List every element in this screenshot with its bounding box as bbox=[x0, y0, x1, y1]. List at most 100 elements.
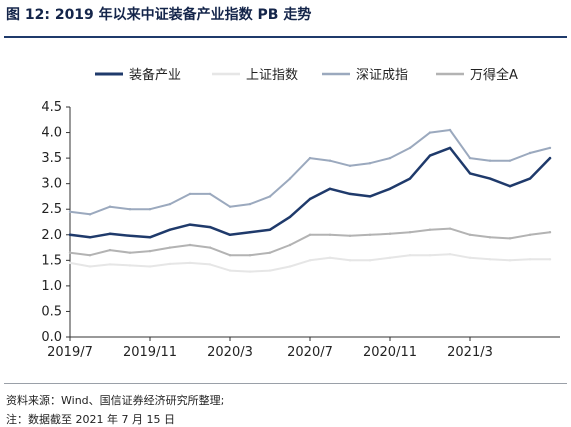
data-point bbox=[88, 213, 92, 216]
data-point bbox=[508, 259, 512, 262]
series-line bbox=[69, 227, 551, 257]
data-point bbox=[308, 259, 312, 262]
pb-line-chart: 0.0 0.5 1.0 1.5 2.0 2.5 3.0 3.5 4.0 4.5 2019/7 2019… bbox=[41, 67, 560, 360]
data-point bbox=[348, 259, 352, 262]
data-point bbox=[508, 185, 512, 188]
series-line bbox=[68, 146, 552, 239]
data-point bbox=[188, 192, 192, 196]
x-tick-label: 2019/11 bbox=[123, 345, 177, 360]
data-point bbox=[248, 202, 252, 206]
data-point bbox=[388, 256, 392, 259]
data-point bbox=[68, 210, 72, 213]
data-point bbox=[148, 249, 152, 253]
data-point bbox=[388, 232, 392, 235]
data-point bbox=[68, 261, 72, 265]
data-point bbox=[288, 243, 292, 247]
data-point bbox=[128, 208, 132, 211]
data-point bbox=[248, 254, 252, 257]
data-point bbox=[308, 197, 312, 201]
y-tick-label: 1.0 bbox=[41, 279, 62, 294]
data-point bbox=[168, 262, 172, 266]
data-point bbox=[428, 154, 432, 157]
data-point bbox=[188, 261, 192, 265]
data-point bbox=[128, 251, 132, 254]
data-point bbox=[328, 187, 332, 190]
data-point bbox=[528, 151, 532, 155]
data-point bbox=[188, 223, 192, 226]
data-point bbox=[148, 208, 152, 211]
y-tick-label: 1.5 bbox=[41, 253, 62, 268]
data-point bbox=[208, 263, 212, 266]
data-point bbox=[208, 192, 212, 196]
data-point bbox=[188, 243, 192, 247]
data-point bbox=[468, 233, 472, 236]
y-tick-label: 2.5 bbox=[41, 202, 62, 217]
data-point bbox=[488, 177, 492, 180]
data-point bbox=[268, 228, 272, 231]
data-point bbox=[488, 258, 492, 261]
data-point bbox=[348, 234, 352, 237]
data-point bbox=[328, 233, 332, 236]
data-point bbox=[308, 233, 312, 236]
data-point bbox=[88, 236, 92, 239]
data-point bbox=[268, 195, 272, 198]
data-point bbox=[88, 265, 92, 268]
title-divider bbox=[4, 36, 567, 38]
data-point bbox=[428, 131, 432, 134]
x-tick-label: 2021/3 bbox=[447, 345, 493, 360]
data-point bbox=[548, 146, 552, 150]
data-point bbox=[548, 231, 552, 234]
legend-label: 万得全A bbox=[470, 67, 518, 83]
y-tick-label: 4.5 bbox=[41, 100, 62, 115]
y-tick-label: 3.0 bbox=[41, 177, 62, 192]
data-point bbox=[528, 233, 532, 236]
data-point bbox=[388, 156, 392, 160]
data-point bbox=[208, 246, 212, 249]
data-point bbox=[468, 256, 472, 259]
footer-divider bbox=[4, 383, 567, 384]
legend-label: 上证指数 bbox=[246, 68, 298, 83]
data-point bbox=[368, 162, 372, 165]
x-tick-label: 2020/11 bbox=[363, 345, 417, 360]
y-tick-label: 2.0 bbox=[41, 228, 62, 243]
y-tick-label: 0.0 bbox=[41, 330, 62, 345]
data-point bbox=[148, 265, 152, 268]
data-point bbox=[168, 228, 172, 231]
data-point bbox=[408, 231, 412, 234]
series-line bbox=[69, 129, 551, 216]
data-point bbox=[288, 177, 292, 180]
data-point bbox=[468, 172, 472, 175]
data-point bbox=[108, 248, 112, 252]
legend-label: 装备产业 bbox=[129, 67, 181, 83]
data-point bbox=[68, 233, 72, 236]
y-tick-label: 0.5 bbox=[41, 304, 62, 319]
data-point bbox=[128, 264, 132, 267]
legend-label: 深证成指 bbox=[356, 68, 408, 83]
data-point bbox=[488, 159, 492, 162]
data-point bbox=[308, 156, 312, 160]
data-point bbox=[508, 237, 512, 240]
data-point bbox=[228, 254, 232, 257]
data-point bbox=[88, 254, 92, 257]
data-point bbox=[528, 258, 532, 261]
x-tick-label: 2019/7 bbox=[47, 345, 93, 360]
data-point bbox=[388, 187, 392, 190]
data-point bbox=[248, 270, 252, 273]
data-point bbox=[328, 159, 332, 162]
source-note: 资料来源：Wind、国信证券经济研究所整理; bbox=[6, 394, 225, 407]
data-point bbox=[448, 128, 452, 132]
data-point bbox=[548, 156, 552, 160]
data-point bbox=[108, 205, 112, 208]
data-point bbox=[228, 233, 232, 236]
data-date-note: 注：数据截至 2021 年 7 月 15 日 bbox=[6, 413, 175, 426]
data-point bbox=[448, 227, 452, 230]
x-tick-label: 2020/3 bbox=[207, 345, 253, 360]
data-point bbox=[368, 233, 372, 236]
data-point bbox=[348, 192, 352, 196]
data-point bbox=[428, 228, 432, 231]
data-point bbox=[408, 146, 412, 150]
data-point bbox=[148, 236, 152, 239]
y-tick-label: 4.0 bbox=[41, 126, 62, 141]
data-point bbox=[328, 256, 332, 259]
figure-title: 图 12: 2019 年以来中证装备产业指数 PB 走势 bbox=[6, 7, 312, 23]
